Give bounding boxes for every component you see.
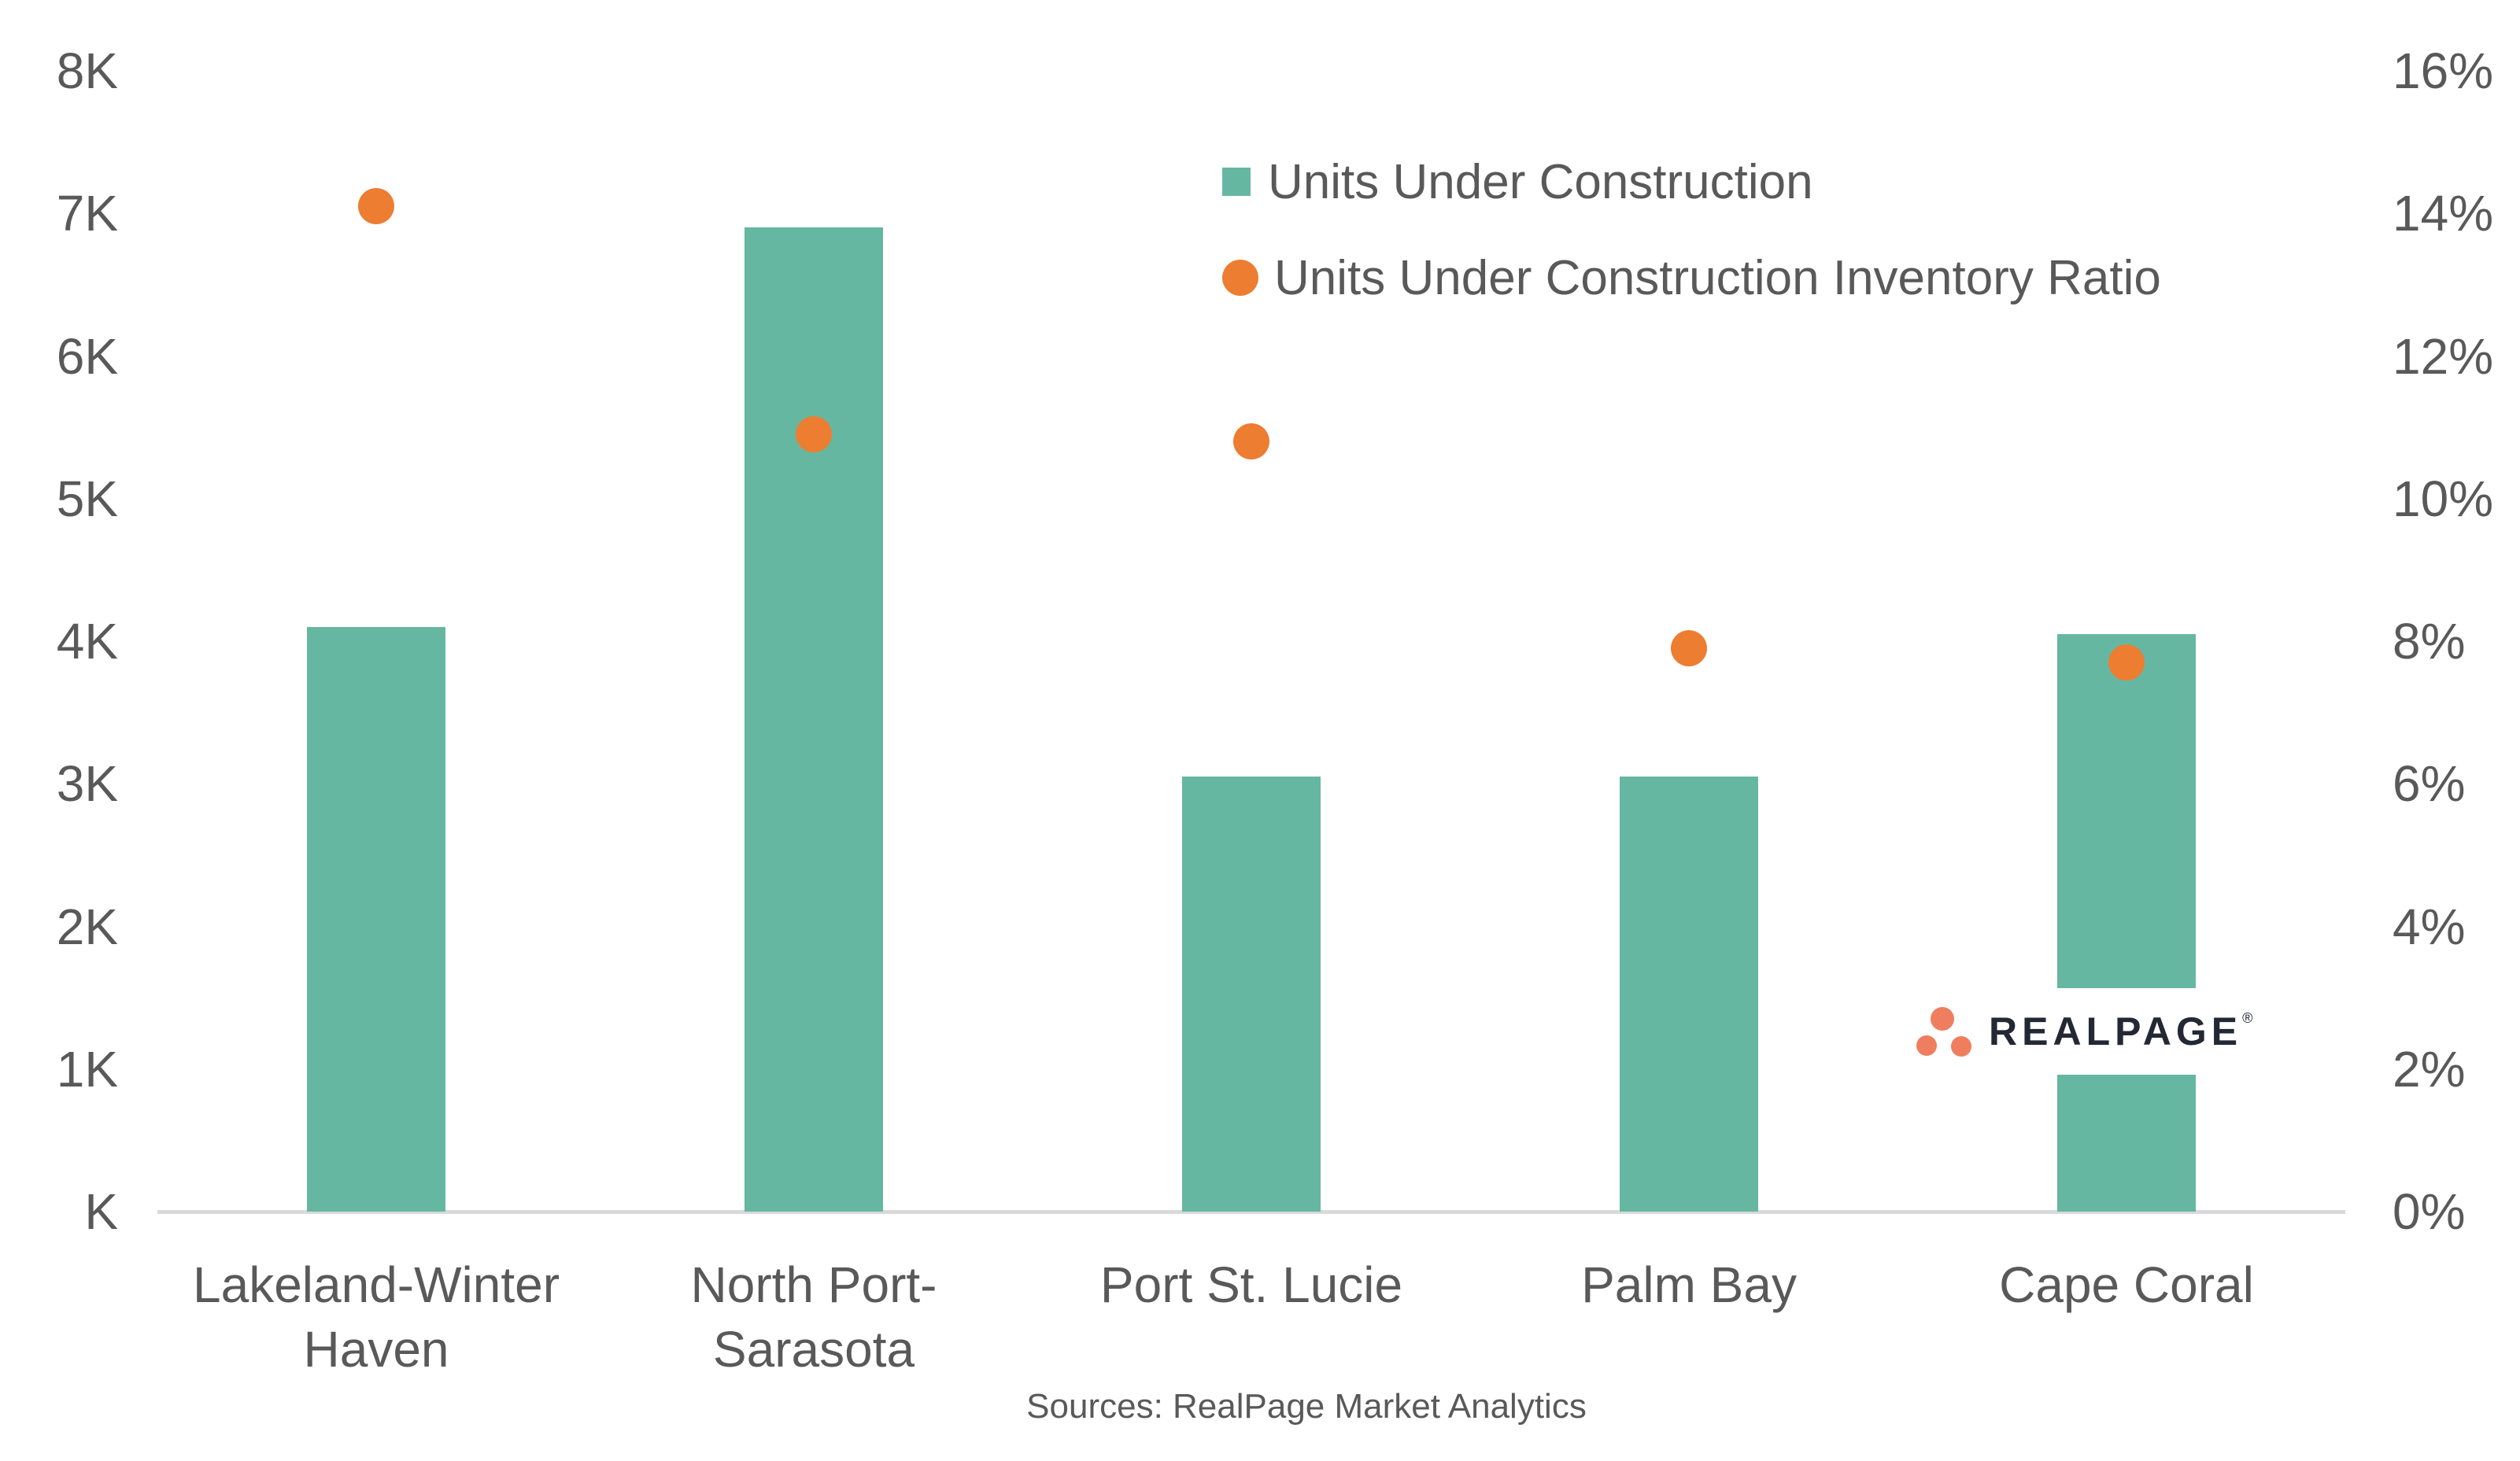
legend: Units Under Construction Units Under Con… [1222, 146, 2161, 313]
logo-dot-icon [1916, 1035, 1937, 1056]
bar-4 [1620, 777, 1758, 1212]
category-label: Lakeland-Winter Haven [193, 1256, 560, 1378]
ratio-dot-1 [358, 188, 394, 225]
legend-label: Units Under Construction Inventory Ratio [1274, 250, 2161, 305]
ratio-dot-2 [796, 416, 832, 453]
left-axis-tick: 8K [56, 42, 118, 99]
left-axis-tick: K [84, 1183, 118, 1240]
bar-series-swatch-icon [1222, 168, 1251, 196]
category-label: North Port-Sarasota [690, 1256, 937, 1378]
legend-item-dots: Units Under Construction Inventory Ratio [1222, 242, 2161, 313]
realpage-logo: REALPAGE® [1901, 988, 2269, 1075]
left-axis-tick: 4K [56, 613, 118, 670]
legend-item-bars: Units Under Construction [1222, 146, 2161, 217]
right-axis-tick: 6% [2393, 755, 2466, 813]
ratio-dot-5 [2108, 644, 2145, 681]
right-axis-tick: 16% [2393, 42, 2494, 99]
bar-3 [1182, 777, 1321, 1212]
right-axis-tick: 10% [2393, 470, 2494, 527]
right-axis-tick: 2% [2393, 1040, 2466, 1098]
right-axis-tick: 0% [2393, 1183, 2466, 1240]
x-axis-baseline [157, 1210, 2345, 1214]
right-axis-tick: 14% [2393, 185, 2494, 242]
source-note: Sources: RealPage Market Analytics [1026, 1387, 1587, 1426]
bar-5 [2057, 633, 2196, 1212]
category-label: Cape Coral [1999, 1256, 2254, 1313]
trademark-symbol: ® [2242, 1010, 2253, 1026]
realpage-logo-wordmark: REALPAGE® [1989, 1009, 2253, 1053]
realpage-logo-dots-icon [1901, 988, 1989, 1075]
left-axis-tick: 3K [56, 755, 118, 813]
right-axis-tick: 4% [2393, 898, 2466, 955]
left-axis-tick: 1K [56, 1040, 118, 1098]
right-axis-tick: 8% [2393, 613, 2466, 670]
legend-label: Units Under Construction [1268, 154, 1813, 209]
right-axis-tick: 12% [2393, 327, 2494, 385]
left-axis-tick: 7K [56, 185, 118, 242]
left-axis-tick: 2K [56, 898, 118, 955]
category-label: Palm Bay [1581, 1256, 1797, 1313]
left-axis-tick: 5K [56, 470, 118, 527]
ratio-dot-3 [1233, 423, 1269, 460]
logo-dot-icon [1951, 1036, 1971, 1057]
bar-1 [307, 626, 445, 1212]
dot-series-swatch-icon [1222, 260, 1258, 296]
left-axis-tick: 6K [56, 327, 118, 385]
ratio-dot-4 [1671, 630, 1707, 667]
logo-dot-icon [1931, 1007, 1954, 1031]
bar-2 [745, 227, 883, 1212]
category-label: Port St. Lucie [1099, 1256, 1403, 1313]
